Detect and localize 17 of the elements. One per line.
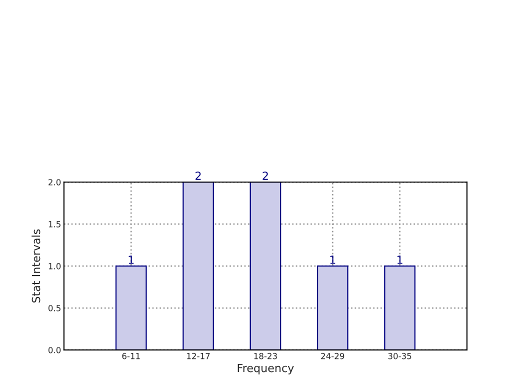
y-tick-label: 1.5 <box>48 221 60 228</box>
data-label: 1 <box>397 256 402 264</box>
y-tick-label: 0.5 <box>48 305 60 312</box>
data-label: 2 <box>262 172 268 180</box>
y-axis-title: Stat Intervals <box>32 229 40 303</box>
x-tick-label: 24-29 <box>321 352 344 360</box>
data-label: 1 <box>128 256 134 264</box>
x-axis-title: Frequency <box>238 364 294 374</box>
x-tick-label: 12-17 <box>187 352 210 360</box>
x-tick-label: 18-23 <box>254 352 277 360</box>
data-label: 2 <box>196 172 201 180</box>
x-tick-label: 30-35 <box>388 352 412 360</box>
y-tick-label: 0.0 <box>48 346 61 354</box>
data-label: 1 <box>330 256 336 264</box>
x-tick-label: 6-11 <box>122 352 140 360</box>
y-tick-label: 1.0 <box>48 263 61 270</box>
y-tick-label: 2.0 <box>48 179 61 186</box>
